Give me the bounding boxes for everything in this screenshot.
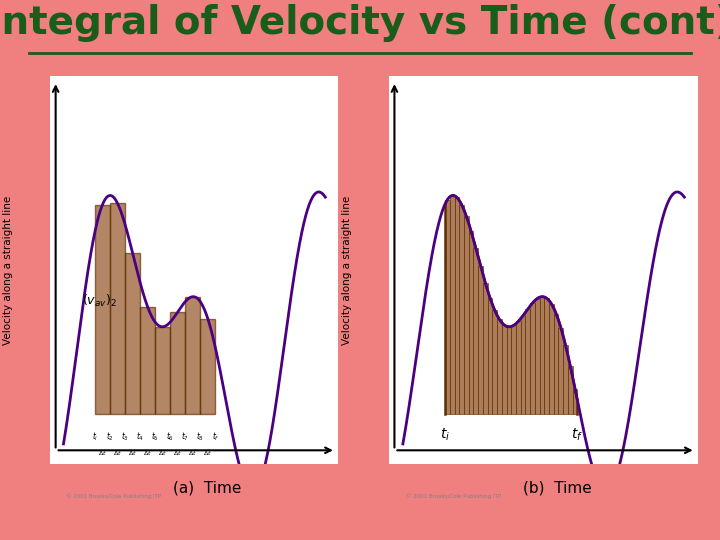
- Text: $t_\mathregular{f}$: $t_\mathregular{f}$: [572, 427, 583, 443]
- Text: $\Delta t$: $\Delta t$: [98, 449, 107, 456]
- Bar: [497, 319, 502, 414]
- Text: (b)  Time: (b) Time: [523, 481, 592, 496]
- Bar: [95, 205, 110, 414]
- Text: $t_3$: $t_3$: [121, 430, 129, 443]
- Y-axis label: Velocity along a straight line: Velocity along a straight line: [3, 195, 13, 345]
- Bar: [140, 307, 155, 414]
- Bar: [450, 195, 454, 414]
- Y-axis label: Velocity along a straight line: Velocity along a straight line: [342, 195, 351, 345]
- Bar: [559, 328, 563, 414]
- Text: $t_f$: $t_f$: [212, 430, 219, 443]
- Text: $t_8$: $t_8$: [197, 430, 204, 443]
- Bar: [125, 253, 140, 414]
- Bar: [544, 298, 549, 414]
- Text: (a)  Time: (a) Time: [174, 481, 242, 496]
- Text: $t_5$: $t_5$: [151, 430, 159, 443]
- Bar: [454, 198, 459, 414]
- Bar: [563, 345, 568, 414]
- Bar: [478, 266, 483, 414]
- Text: $t_6$: $t_6$: [166, 430, 174, 443]
- Text: © 2001 Brooks/Cole Publishing ITP: © 2001 Brooks/Cole Publishing ITP: [405, 494, 501, 499]
- Text: $\Delta t$: $\Delta t$: [189, 449, 197, 456]
- Text: $t_i$: $t_i$: [91, 430, 98, 443]
- Bar: [445, 200, 450, 414]
- Text: $t_4$: $t_4$: [136, 430, 144, 443]
- Text: Integral of Velocity vs Time (cont): Integral of Velocity vs Time (cont): [0, 4, 720, 42]
- Bar: [506, 327, 511, 414]
- Text: © 2001 Brooks/Cole Publishing ITP: © 2001 Brooks/Cole Publishing ITP: [66, 494, 161, 499]
- Bar: [185, 296, 200, 414]
- Bar: [521, 315, 526, 414]
- Bar: [459, 205, 464, 414]
- Bar: [110, 203, 125, 414]
- Bar: [469, 231, 474, 414]
- Bar: [155, 327, 170, 414]
- Bar: [483, 282, 487, 414]
- Bar: [572, 389, 577, 414]
- Text: $t_7$: $t_7$: [181, 430, 189, 443]
- Bar: [568, 366, 572, 414]
- Bar: [200, 319, 215, 414]
- Bar: [492, 310, 497, 414]
- Bar: [530, 303, 535, 414]
- Text: $t_\mathregular{i}$: $t_\mathregular{i}$: [440, 427, 450, 443]
- Text: $\Delta t$: $\Delta t$: [113, 449, 122, 456]
- Bar: [487, 298, 492, 414]
- Text: $t_2$: $t_2$: [106, 430, 114, 443]
- Bar: [549, 304, 554, 414]
- Bar: [554, 314, 559, 414]
- Bar: [474, 248, 478, 414]
- Bar: [516, 321, 521, 414]
- Bar: [539, 296, 544, 414]
- Text: $\Delta t$: $\Delta t$: [203, 449, 212, 456]
- Bar: [526, 309, 530, 414]
- Bar: [464, 216, 469, 414]
- Text: $\Delta t$: $\Delta t$: [128, 449, 137, 456]
- Bar: [535, 299, 539, 414]
- Text: $(v_{av})_2$: $(v_{av})_2$: [82, 293, 117, 309]
- Bar: [502, 325, 506, 414]
- Text: $\Delta t$: $\Delta t$: [158, 449, 167, 456]
- Bar: [170, 312, 185, 414]
- Text: $\Delta t$: $\Delta t$: [143, 449, 152, 456]
- Text: $\Delta t$: $\Delta t$: [174, 449, 182, 456]
- Bar: [511, 326, 516, 414]
